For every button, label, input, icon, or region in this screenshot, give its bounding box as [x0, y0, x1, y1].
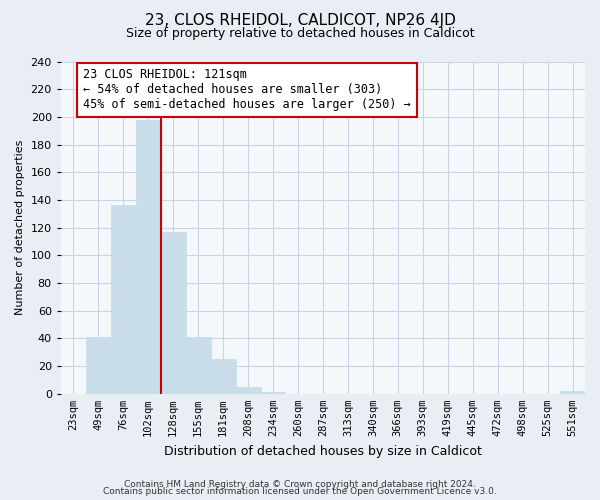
Bar: [560, 391, 585, 394]
Bar: [211, 359, 236, 394]
Text: Size of property relative to detached houses in Caldicot: Size of property relative to detached ho…: [125, 28, 475, 40]
Y-axis label: Number of detached properties: Number of detached properties: [15, 140, 25, 316]
Text: Contains public sector information licensed under the Open Government Licence v3: Contains public sector information licen…: [103, 487, 497, 496]
Text: Contains HM Land Registry data © Crown copyright and database right 2024.: Contains HM Land Registry data © Crown c…: [124, 480, 476, 489]
Bar: [185, 337, 211, 394]
Bar: [260, 392, 286, 394]
Text: 23, CLOS RHEIDOL, CALDICOT, NP26 4JD: 23, CLOS RHEIDOL, CALDICOT, NP26 4JD: [145, 12, 455, 28]
Bar: [86, 337, 111, 394]
Bar: [236, 387, 260, 394]
Text: 23 CLOS RHEIDOL: 121sqm
← 54% of detached houses are smaller (303)
45% of semi-d: 23 CLOS RHEIDOL: 121sqm ← 54% of detache…: [83, 68, 411, 112]
X-axis label: Distribution of detached houses by size in Caldicot: Distribution of detached houses by size …: [164, 444, 482, 458]
Bar: [111, 206, 136, 394]
Bar: [136, 120, 161, 394]
Bar: [161, 232, 185, 394]
